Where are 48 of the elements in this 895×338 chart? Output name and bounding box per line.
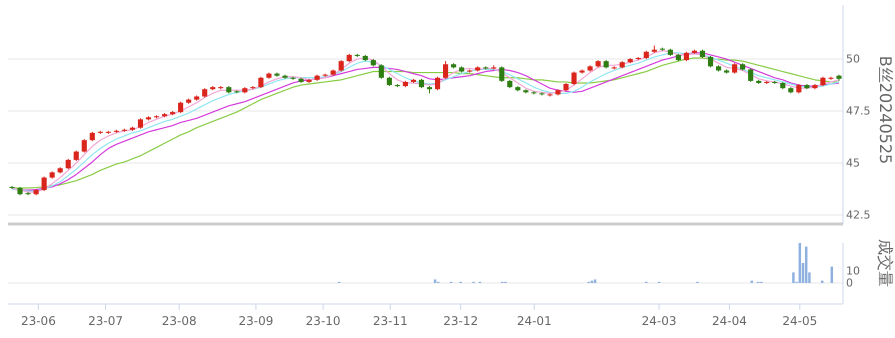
- candlestick: [684, 51, 690, 62]
- candlestick: [748, 68, 754, 82]
- candlestick: [820, 76, 826, 87]
- x-tick-label: 23-11: [372, 314, 408, 328]
- candlestick: [90, 131, 95, 142]
- x-tick-label: 24-01: [516, 314, 552, 328]
- y-axis-title: 成交量: [876, 239, 895, 287]
- y-tick-label: 10: [846, 264, 860, 278]
- candlestick: [138, 118, 144, 130]
- y-tick-label: 45: [846, 156, 860, 170]
- x-tick-label: 23-10: [306, 314, 341, 328]
- x-tick-label: 23-06: [20, 314, 56, 328]
- x-tick-label: 23-12: [443, 314, 478, 328]
- candlestick: [378, 64, 384, 80]
- y-tick-label: 42.5: [846, 208, 870, 222]
- x-tick-label: 24-05: [782, 314, 818, 328]
- bar: [798, 243, 802, 283]
- candlestick: [499, 66, 504, 82]
- candlestick: [74, 150, 79, 162]
- bar: [434, 279, 436, 283]
- bar: [830, 266, 834, 283]
- candlestick: [338, 60, 344, 72]
- candlestick: [82, 138, 87, 154]
- x-tick-label: 23-07: [88, 314, 124, 328]
- x-tick-label: 24-04: [712, 314, 747, 328]
- candlestick: [418, 78, 424, 89]
- candlestick: [66, 158, 71, 170]
- candlestick: [434, 76, 440, 91]
- candlestick: [42, 176, 47, 192]
- candlestick: [258, 76, 264, 89]
- y-tick-label: 50: [846, 52, 860, 66]
- candlestick: [202, 88, 208, 98]
- y-axis-title: B丝20240525: [876, 56, 895, 164]
- bar: [804, 246, 808, 283]
- bar: [594, 279, 596, 283]
- y-tick-label: 47.5: [846, 104, 870, 118]
- candlestick: [708, 55, 714, 68]
- x-tick-label: 24-03: [642, 314, 676, 328]
- candlestick: [571, 71, 577, 86]
- bar: [792, 272, 795, 283]
- candlestick: [796, 84, 802, 94]
- candlestick: [443, 60, 448, 80]
- x-tick-label: 23-08: [162, 314, 197, 328]
- y-tick-label: 0: [846, 276, 853, 290]
- candlestick: [178, 101, 184, 114]
- x-tick-label: 23-09: [238, 314, 274, 328]
- candlestick: [386, 76, 392, 87]
- candlestick: [732, 62, 738, 74]
